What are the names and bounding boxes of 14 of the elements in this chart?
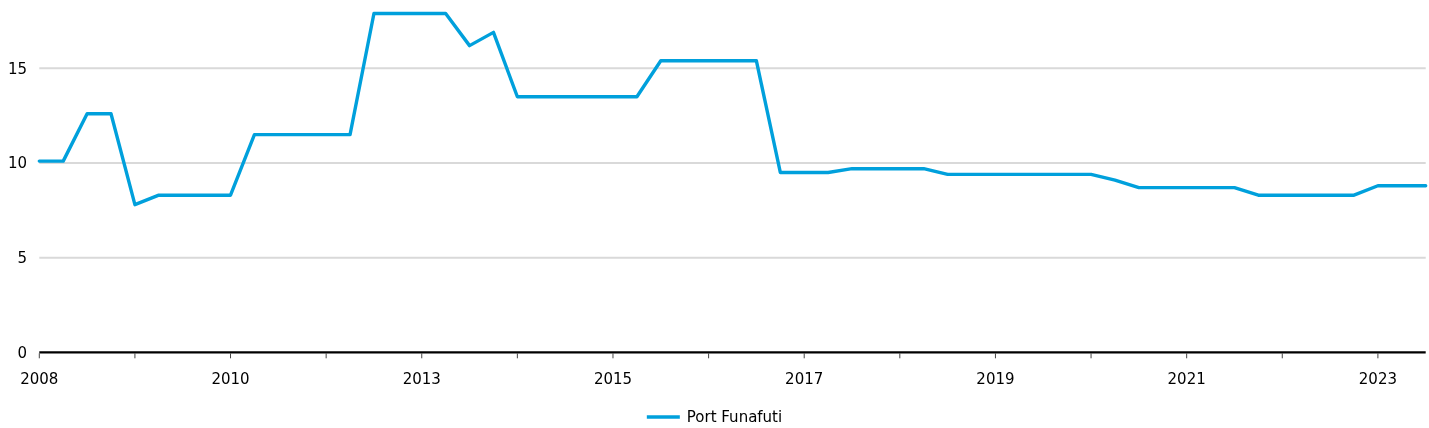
x-tick-label: 2019 xyxy=(976,370,1015,388)
x-tick-label: 2008 xyxy=(20,370,59,388)
x-tick-label: 2010 xyxy=(211,370,250,388)
y-tick-label: 10 xyxy=(7,154,27,173)
x-tick-label: 2015 xyxy=(593,370,633,388)
x-tick-label: 2017 xyxy=(785,370,824,388)
x-tick-label: 2013 xyxy=(402,370,441,388)
line-series xyxy=(37,11,1428,207)
legend-label: Port Funafuti xyxy=(686,408,783,427)
y-tick-label: 0 xyxy=(17,343,27,362)
x-tick-label: 2021 xyxy=(1167,370,1206,388)
x-tick-label: 2023 xyxy=(1358,370,1397,388)
y-tick-label: 15 xyxy=(7,59,27,78)
y-tick-label: 5 xyxy=(17,249,27,268)
